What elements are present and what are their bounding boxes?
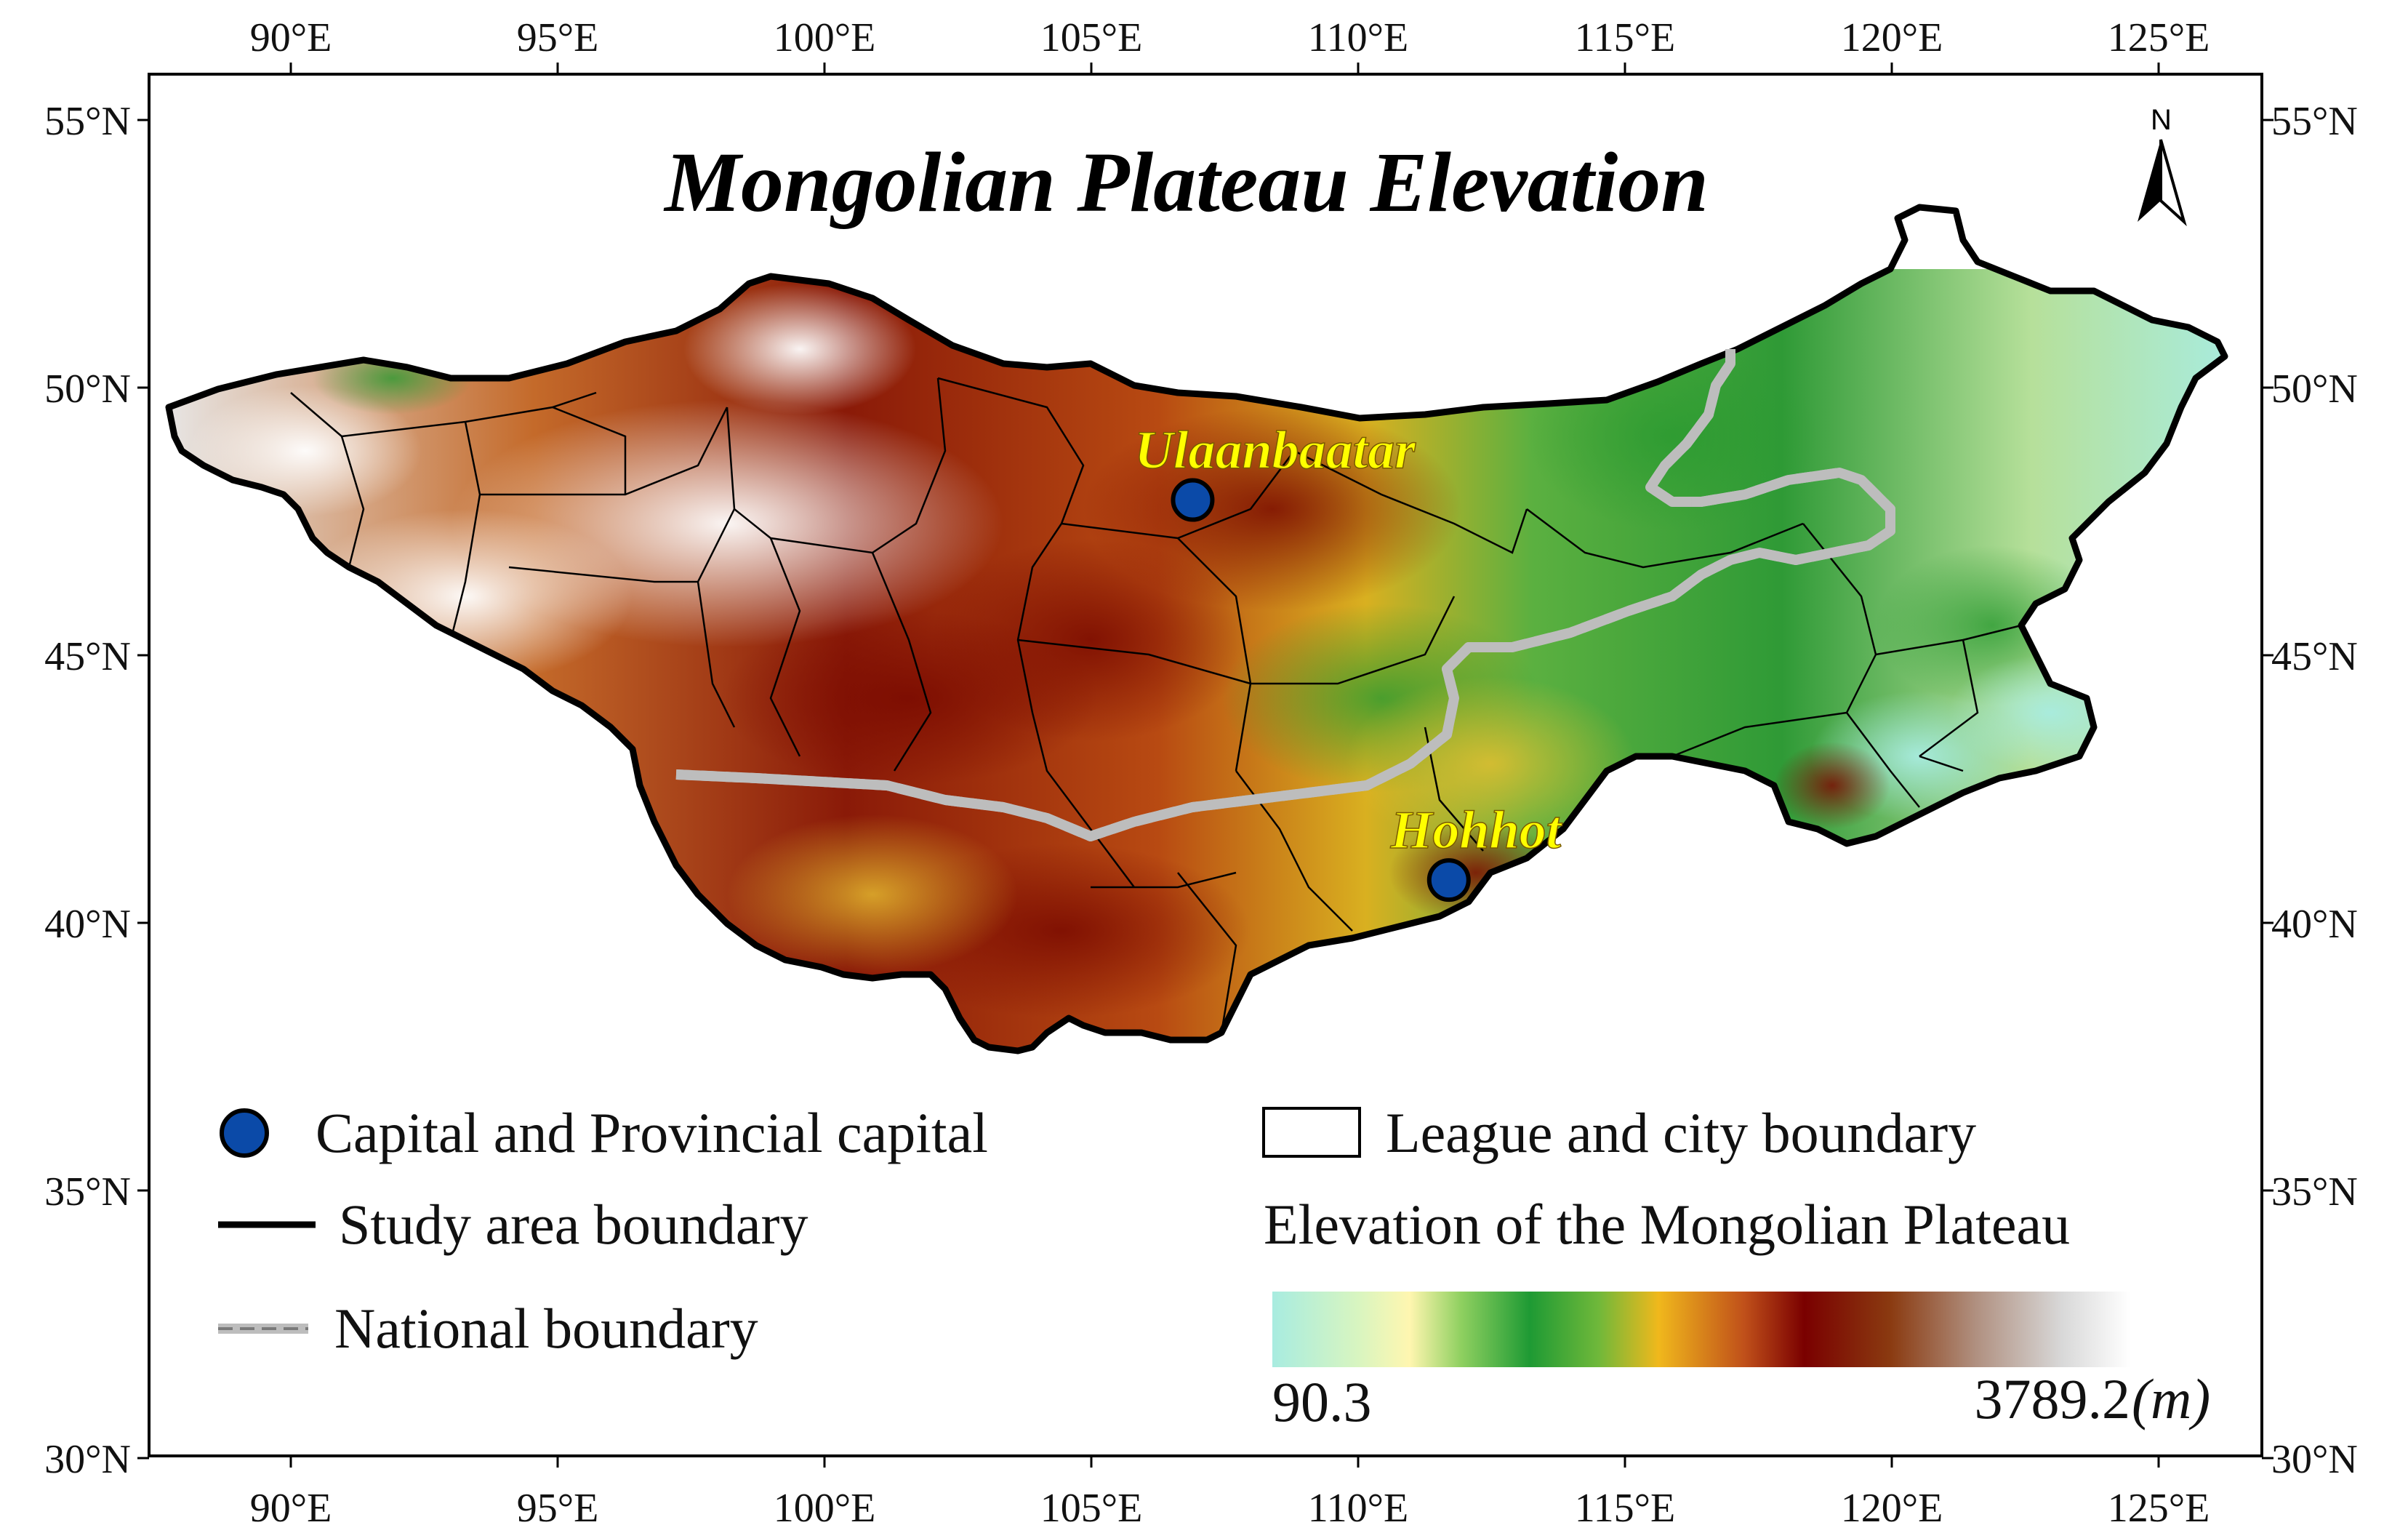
lon-label-top: 110°E bbox=[1308, 15, 1409, 60]
lon-label-bottom: 115°E bbox=[1575, 1486, 1676, 1531]
lon-label-bottom: 120°E bbox=[1841, 1486, 1943, 1531]
lon-label-top: 95°E bbox=[517, 15, 599, 60]
legend-elevation-title: Elevation of the Mongolian Plateau bbox=[1264, 1193, 2070, 1256]
city-layer: Ulaanbaatar Hohhot bbox=[1134, 420, 1563, 902]
lon-label-bottom: 90°E bbox=[250, 1486, 332, 1531]
legend-capital-label: Capital and Provincial capital bbox=[316, 1101, 988, 1164]
elevation-color-ramp bbox=[1272, 1292, 2130, 1367]
lon-label-bottom: 125°E bbox=[2108, 1486, 2210, 1531]
lat-label-left: 45°N bbox=[44, 634, 131, 679]
lat-label-left: 35°N bbox=[44, 1169, 131, 1214]
lon-label-top: 125°E bbox=[2108, 15, 2210, 60]
lat-label-right: 40°N bbox=[2271, 902, 2358, 947]
north-arrow bbox=[2138, 139, 2187, 227]
lat-label-right: 30°N bbox=[2271, 1437, 2358, 1482]
capital-legend-icon bbox=[220, 1108, 269, 1158]
league-city-boundaries bbox=[290, 377, 2022, 1033]
legend-unit: (m) bbox=[2132, 1367, 2210, 1430]
lat-label-right: 50°N bbox=[2271, 367, 2358, 412]
map-title: Mongolian Plateau Elevation bbox=[663, 135, 1709, 230]
national-boundary bbox=[676, 349, 1895, 841]
lat-label-right: 45°N bbox=[2271, 634, 2358, 679]
league-boundary-legend-icon bbox=[1262, 1107, 1361, 1158]
lat-label-left: 50°N bbox=[44, 367, 131, 412]
lon-label-bottom: 105°E bbox=[1040, 1486, 1143, 1531]
legend-league-label: League and city boundary bbox=[1386, 1101, 1976, 1164]
lat-label-left: 40°N bbox=[44, 902, 131, 947]
legend-national-label: National boundary bbox=[334, 1297, 758, 1360]
lon-label-bottom: 110°E bbox=[1308, 1486, 1409, 1531]
graticule-ticks bbox=[137, 63, 2273, 1468]
lon-label-top: 90°E bbox=[250, 15, 332, 60]
lon-label-bottom: 95°E bbox=[517, 1486, 599, 1531]
legend-study-area-label: Study area boundary bbox=[339, 1193, 808, 1256]
city-label: Ulaanbaatar bbox=[1134, 421, 1416, 481]
legend-max-value: 3789.2 bbox=[1975, 1367, 2131, 1430]
north-arrow-label: N bbox=[2151, 104, 2172, 136]
lon-label-top: 105°E bbox=[1040, 15, 1143, 60]
capital-marker bbox=[1171, 478, 1215, 522]
lon-label-top: 115°E bbox=[1575, 15, 1676, 60]
legend-min-value: 90.3 bbox=[1272, 1370, 1372, 1433]
city-label: Hohhot bbox=[1390, 801, 1563, 860]
lat-label-left: 30°N bbox=[44, 1437, 131, 1482]
lat-label-left: 55°N bbox=[44, 99, 131, 144]
legend: Capital and Provincial capital Study are… bbox=[218, 1101, 2210, 1433]
lon-label-bottom: 100°E bbox=[774, 1486, 876, 1531]
lon-label-top: 120°E bbox=[1841, 15, 1943, 60]
graticule-labels: 90°E 90°E 95°E 95°E 100°E 100°E 105°E 105°E 110°… bbox=[44, 15, 2358, 1531]
capital-marker bbox=[1426, 858, 1471, 902]
lat-label-right: 35°N bbox=[2271, 1169, 2358, 1214]
lat-label-right: 55°N bbox=[2271, 99, 2358, 144]
lon-label-top: 100°E bbox=[774, 15, 876, 60]
